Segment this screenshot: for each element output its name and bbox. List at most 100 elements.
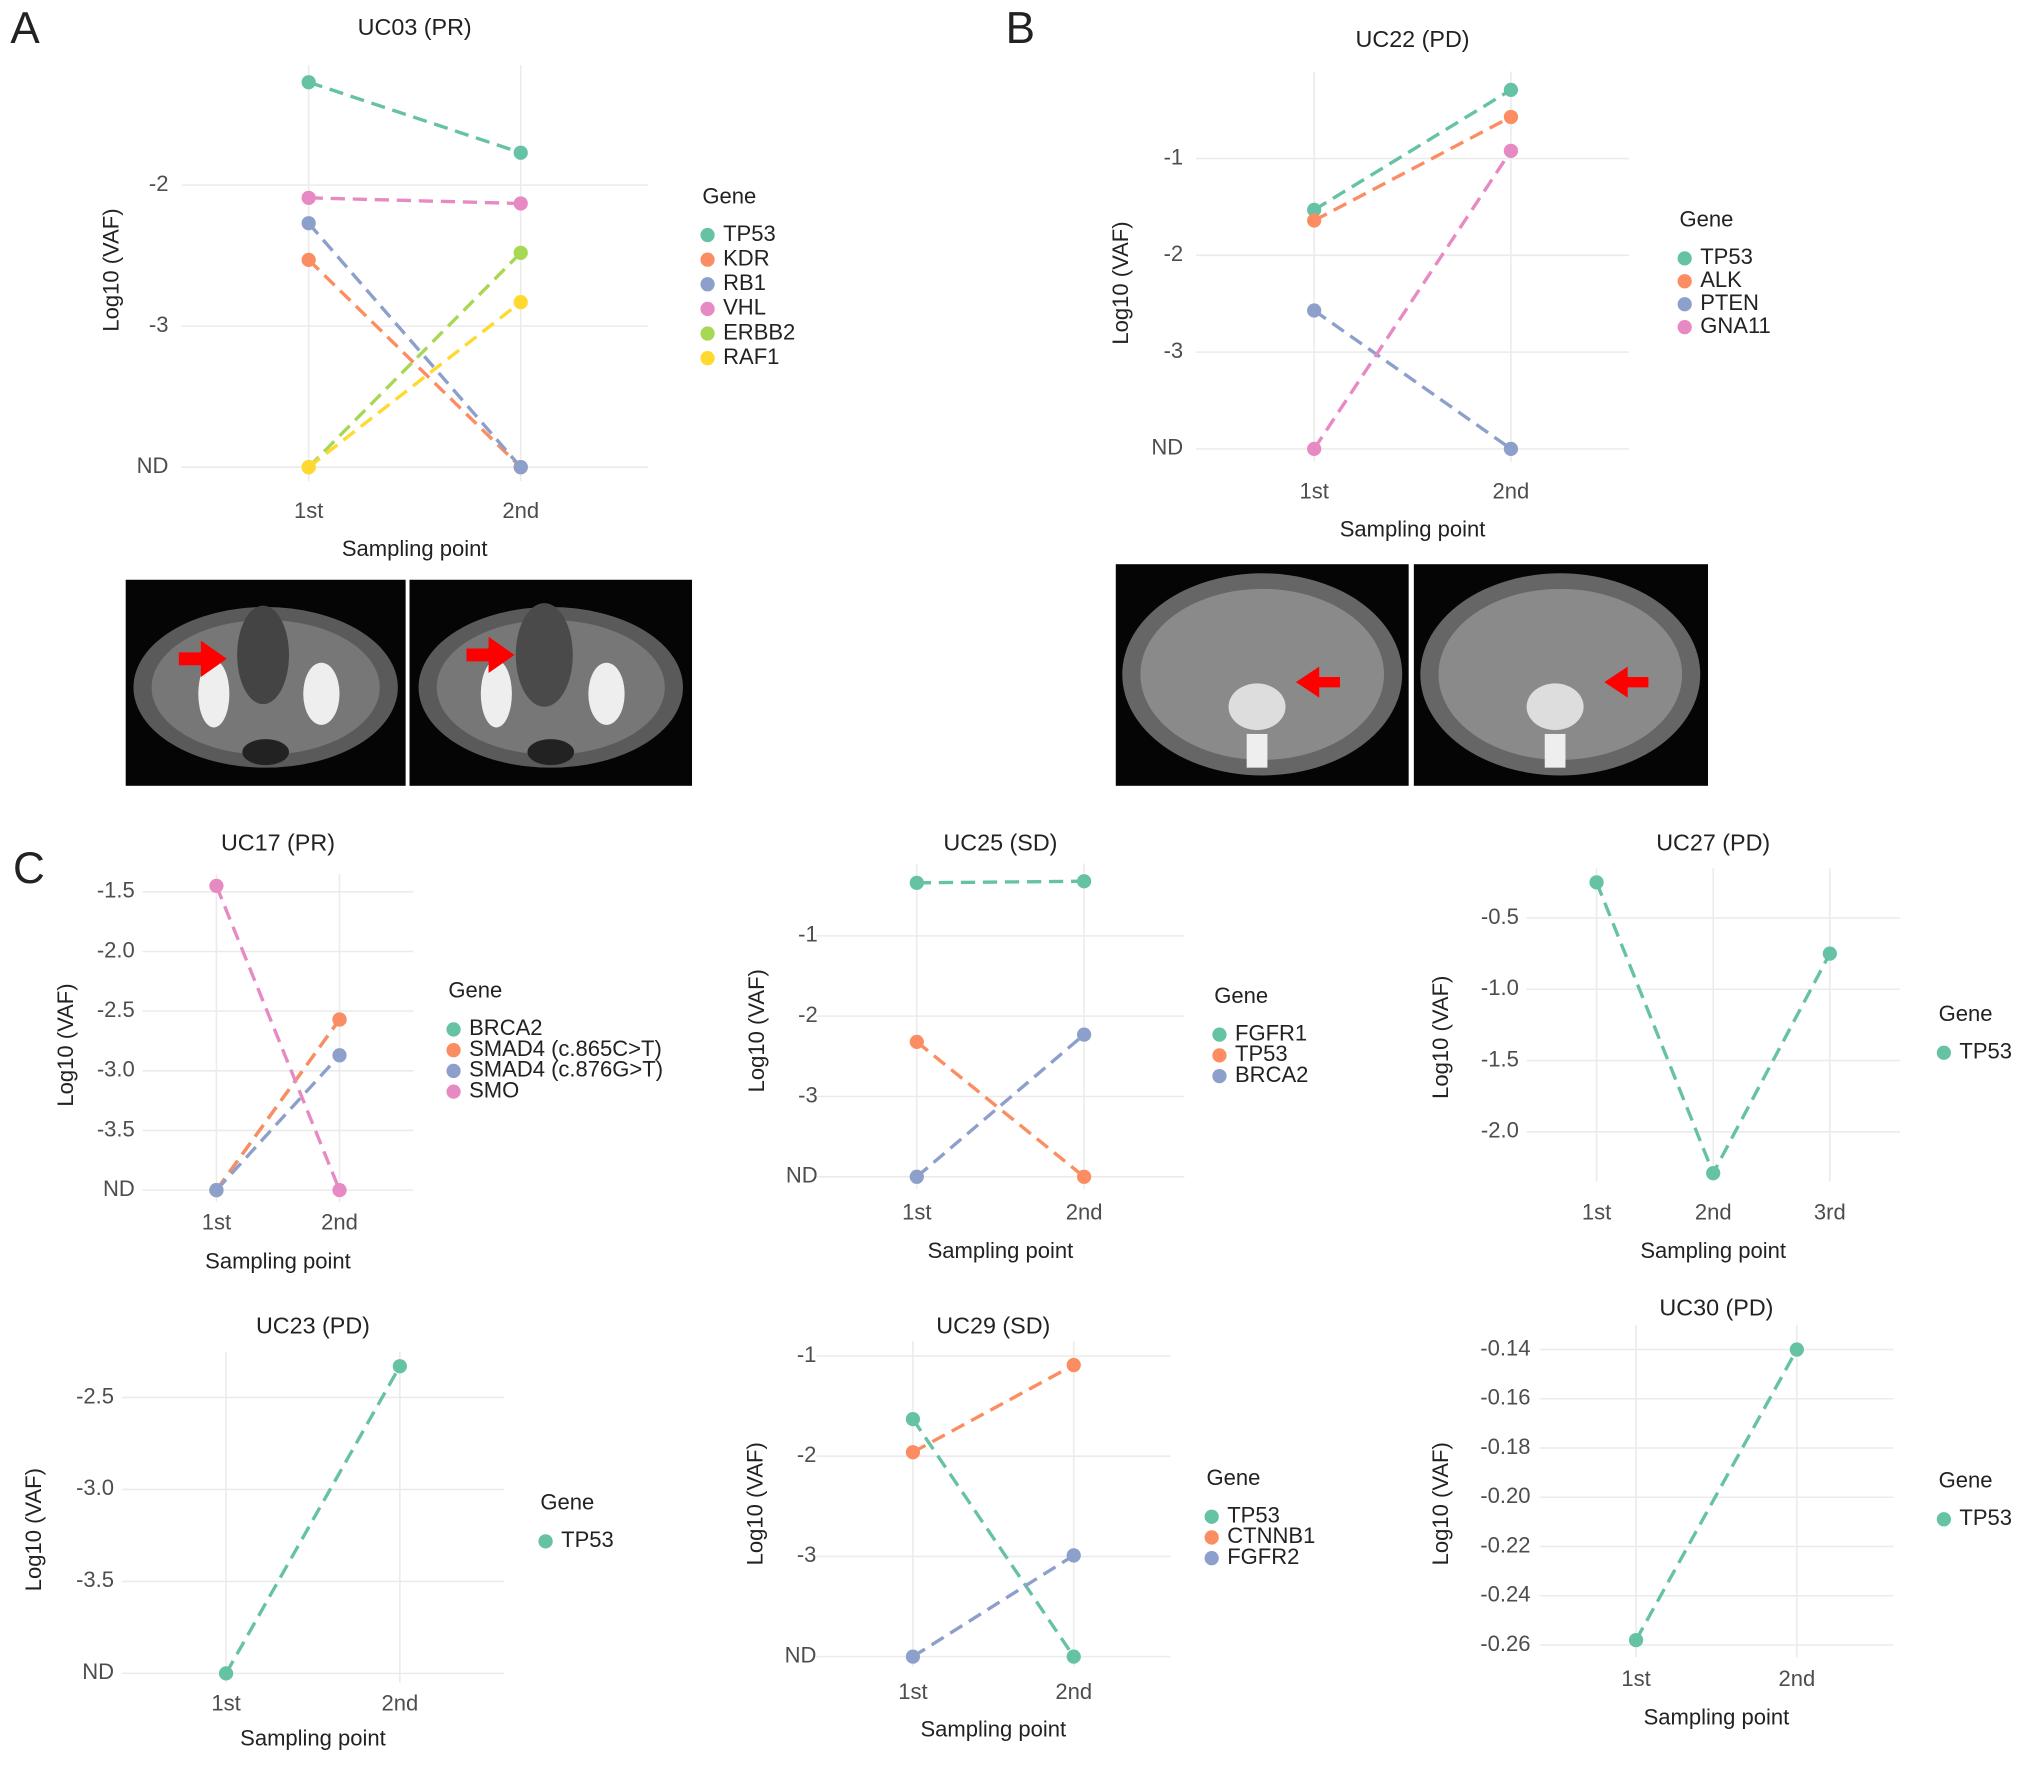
x-axis-label: Sampling point (240, 1725, 386, 1750)
data-point (1789, 1342, 1804, 1357)
series-line (224, 1365, 402, 1675)
y-tick-label: -3.5 (97, 1116, 135, 1141)
data-point (1503, 82, 1519, 98)
legend-label: SMAD4 (c.865C>T) (469, 1036, 662, 1061)
y-tick-label: -3.5 (76, 1567, 114, 1592)
y-tick-label: -1.5 (1481, 1046, 1519, 1071)
ct-images (125, 564, 1709, 786)
y-axis-label: Log10 (VAF) (53, 983, 78, 1106)
y-tick-label: -0.24 (1480, 1582, 1530, 1607)
legend-swatch (1936, 1512, 1952, 1527)
y-tick-label: -0.22 (1480, 1532, 1530, 1557)
series-line (915, 1033, 1086, 1179)
data-point (1503, 441, 1519, 456)
x-tick-label: 1st (1299, 479, 1328, 504)
line-chart: UC22 (PD) ND -3 -2 -1 1st 2nd Sampling point Log… (1108, 26, 1771, 542)
legend-label: SMAD4 (c.876G>T) (469, 1057, 663, 1082)
legend-label: PTEN (1700, 290, 1759, 315)
data-point (301, 75, 316, 90)
series-line (915, 1040, 1086, 1179)
y-tick-label: -0.18 (1480, 1434, 1530, 1459)
data-point (218, 1666, 234, 1681)
data-point (1076, 1027, 1092, 1042)
y-tick-label: ND (785, 1642, 817, 1667)
y-tick-label: -0.14 (1480, 1335, 1530, 1360)
legend-swatch (1204, 1551, 1219, 1566)
y-tick-label: ND (786, 1163, 818, 1188)
ct-scan (1413, 564, 1709, 786)
data-point (332, 1012, 347, 1027)
series-line (1313, 309, 1512, 451)
data-point (909, 1169, 924, 1184)
y-axis-label: Log10 (VAF) (1428, 976, 1453, 1099)
x-tick-label: 1st (1582, 1199, 1611, 1224)
series-line (215, 1054, 341, 1192)
legend-swatch (1677, 297, 1692, 312)
panel-label: C (13, 844, 45, 893)
x-tick-label: 2nd (1066, 1199, 1103, 1224)
line-chart: UC23 (PD) ND -3.5 -3.0 -2.5 1st 2nd Sampling po… (21, 1313, 614, 1751)
y-axis-label: Log10 (VAF) (21, 1468, 46, 1591)
data-point (1076, 1169, 1092, 1184)
legend-label: SMO (469, 1077, 519, 1102)
data-point (513, 145, 528, 160)
ct-scan (1115, 564, 1409, 786)
data-point (301, 190, 316, 205)
series-line (307, 222, 522, 469)
data-point (905, 1412, 921, 1427)
legend-swatch (446, 1022, 461, 1037)
data-point (1706, 1166, 1721, 1181)
data-point (392, 1359, 407, 1374)
y-tick-label: -2 (149, 171, 169, 196)
x-tick-label: 2nd (381, 1690, 418, 1715)
y-tick-label: -1 (1164, 144, 1184, 169)
legend-swatch (1677, 320, 1692, 335)
y-tick-label: -1 (798, 922, 818, 947)
data-point (1307, 202, 1322, 217)
legend-label: TP53 (1235, 1041, 1288, 1066)
legend-label: FGFR2 (1227, 1544, 1299, 1569)
series-line (916, 879, 1085, 885)
data-point (909, 1034, 924, 1049)
data-point (1066, 1548, 1081, 1563)
x-tick-label: 1st (902, 1199, 931, 1224)
legend-label: RB1 (723, 270, 766, 295)
legend-label: FGFR1 (1235, 1020, 1307, 1045)
data-point (209, 878, 224, 893)
x-tick-label: 1st (202, 1210, 231, 1235)
legend-label: TP53 (1959, 1505, 2012, 1530)
legend-swatch (446, 1063, 461, 1079)
panel-label: B (1006, 4, 1035, 53)
data-point (209, 1182, 224, 1198)
legend-title: Gene (702, 183, 756, 208)
series-line (912, 1553, 1075, 1659)
data-point (905, 1445, 921, 1460)
data-point (332, 1048, 347, 1063)
x-tick-label: 2nd (1055, 1679, 1092, 1704)
y-tick-label: ND (103, 1176, 135, 1201)
x-tick-label: 1st (1621, 1666, 1650, 1691)
chart-title: UC25 (SD) (943, 829, 1057, 855)
y-tick-label: -3 (797, 1542, 817, 1567)
x-axis-label: Sampling point (205, 1249, 351, 1274)
series-line (1313, 115, 1512, 222)
legend-label: TP53 (1959, 1039, 2012, 1064)
y-tick-label: ND (1151, 435, 1183, 460)
y-tick-label: -1 (797, 1342, 817, 1367)
legend-swatch (446, 1043, 461, 1058)
x-axis-label: Sampling point (928, 1238, 1074, 1263)
legend-title: Gene (1939, 1468, 1993, 1493)
x-axis-label: Sampling point (1640, 1238, 1786, 1263)
legend-label: TP53 (1227, 1503, 1280, 1528)
series-line (307, 251, 522, 469)
chart-title: UC27 (PD) (1656, 829, 1770, 855)
legend-swatch (1677, 251, 1692, 266)
y-tick-label: -2 (1164, 241, 1184, 266)
x-axis-label: Sampling point (342, 536, 488, 561)
legend-label: VHL (723, 295, 766, 320)
x-axis-label: Sampling point (1644, 1705, 1790, 1730)
data-point (1076, 874, 1092, 889)
y-tick-label: -3 (149, 312, 169, 337)
y-tick-label: -2.0 (97, 937, 135, 962)
